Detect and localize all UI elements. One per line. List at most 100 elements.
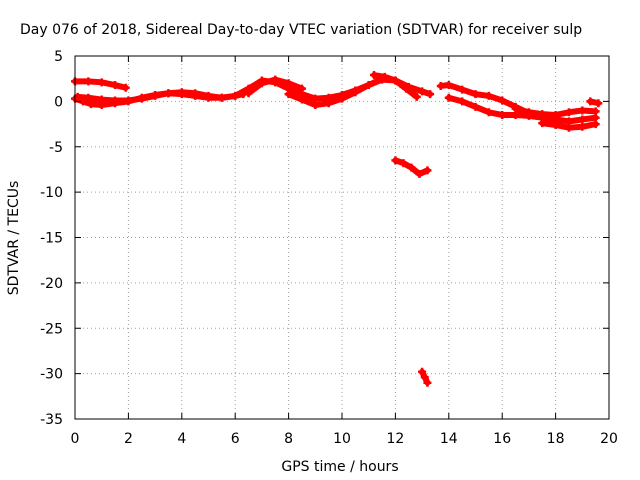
data-point (426, 90, 435, 99)
series-track-j (538, 119, 600, 132)
data-point (191, 89, 200, 98)
data-series (71, 71, 603, 387)
x-tick-label: 0 (71, 431, 80, 447)
data-point (370, 71, 379, 80)
data-point (484, 91, 493, 100)
data-point (578, 106, 587, 115)
data-point (151, 91, 160, 100)
data-point (484, 108, 493, 117)
y-tick-label: -10 (40, 185, 63, 201)
data-point (458, 85, 467, 94)
data-point (97, 78, 106, 87)
data-point (423, 378, 432, 387)
data-point (284, 79, 293, 88)
data-point (471, 102, 480, 111)
data-point (137, 94, 146, 103)
x-tick-label: 18 (547, 431, 565, 447)
data-point (177, 88, 186, 97)
data-point (444, 81, 453, 90)
x-tick-label: 16 (493, 431, 511, 447)
data-point (84, 77, 93, 86)
data-point (297, 84, 306, 93)
data-point (391, 76, 400, 85)
data-point (407, 163, 416, 172)
x-tick-label: 12 (386, 431, 404, 447)
data-point (538, 119, 547, 128)
data-point (231, 91, 240, 100)
data-point (111, 96, 120, 105)
data-point (498, 96, 507, 105)
data-point (391, 156, 400, 165)
data-point (586, 97, 595, 106)
data-point (458, 97, 467, 106)
data-point (436, 81, 445, 90)
y-tick-label: -30 (40, 367, 63, 383)
series-track-a (71, 77, 130, 92)
x-axis-label: GPS time / hours (281, 459, 398, 475)
data-point (415, 169, 424, 178)
x-tick-label: 2 (124, 431, 133, 447)
data-point (204, 91, 213, 100)
axis-ticks: 0 2 4 6 8 10 12 14 16 18 20 5 0 -5 -10 -15 -20 -25 -30 -35 (40, 49, 618, 447)
y-axis-label: SDTVAR / TECUs (6, 181, 22, 296)
data-point (284, 90, 293, 99)
data-point (271, 75, 280, 84)
chart-title: Day 076 of 2018, Sidereal Day-to-day VTE… (20, 22, 582, 38)
data-point (594, 99, 603, 108)
data-point (338, 94, 346, 103)
data-point (471, 90, 480, 99)
data-point (324, 99, 333, 108)
data-point (121, 83, 130, 92)
series-track-l (391, 156, 432, 178)
x-tick-label: 10 (333, 431, 351, 447)
data-point (84, 93, 93, 102)
series-track-k (586, 97, 603, 108)
data-point (564, 123, 573, 132)
data-point (423, 166, 432, 175)
data-point (297, 95, 306, 104)
data-point (402, 84, 411, 93)
series-track-f (370, 71, 421, 101)
data-point (418, 367, 427, 376)
data-point (399, 159, 408, 168)
data-point (551, 110, 560, 119)
data-point (111, 81, 120, 90)
x-tick-label: 6 (231, 431, 240, 447)
data-point (591, 107, 600, 116)
data-point (351, 88, 360, 97)
y-tick-label: -35 (40, 412, 63, 428)
data-point (578, 115, 587, 124)
x-tick-label: 14 (440, 431, 458, 447)
data-point (164, 89, 173, 98)
series-track-i (511, 104, 600, 119)
data-point (217, 93, 226, 102)
data-point (511, 104, 520, 113)
data-point (380, 72, 389, 81)
y-tick-label: -20 (40, 276, 63, 292)
data-point (591, 120, 600, 129)
data-point (578, 122, 587, 131)
y-tick-label: 0 (54, 94, 63, 110)
data-point (564, 108, 573, 117)
data-point (124, 96, 133, 105)
data-point (538, 110, 547, 119)
data-point (524, 108, 533, 117)
x-tick-label: 20 (600, 431, 618, 447)
data-point (244, 89, 253, 98)
data-point (444, 93, 453, 102)
data-point (364, 81, 373, 90)
x-tick-label: 8 (284, 431, 293, 447)
data-point (257, 79, 266, 88)
series-track-e (244, 75, 306, 98)
data-point (412, 92, 421, 101)
data-point (498, 110, 507, 119)
data-point (311, 101, 320, 110)
y-tick-label: 5 (54, 49, 63, 65)
y-tick-label: -25 (40, 321, 63, 337)
data-point (97, 95, 106, 104)
data-point (418, 87, 427, 96)
y-tick-label: -5 (49, 140, 63, 156)
y-tick-label: -15 (40, 231, 63, 247)
data-point (551, 120, 560, 129)
